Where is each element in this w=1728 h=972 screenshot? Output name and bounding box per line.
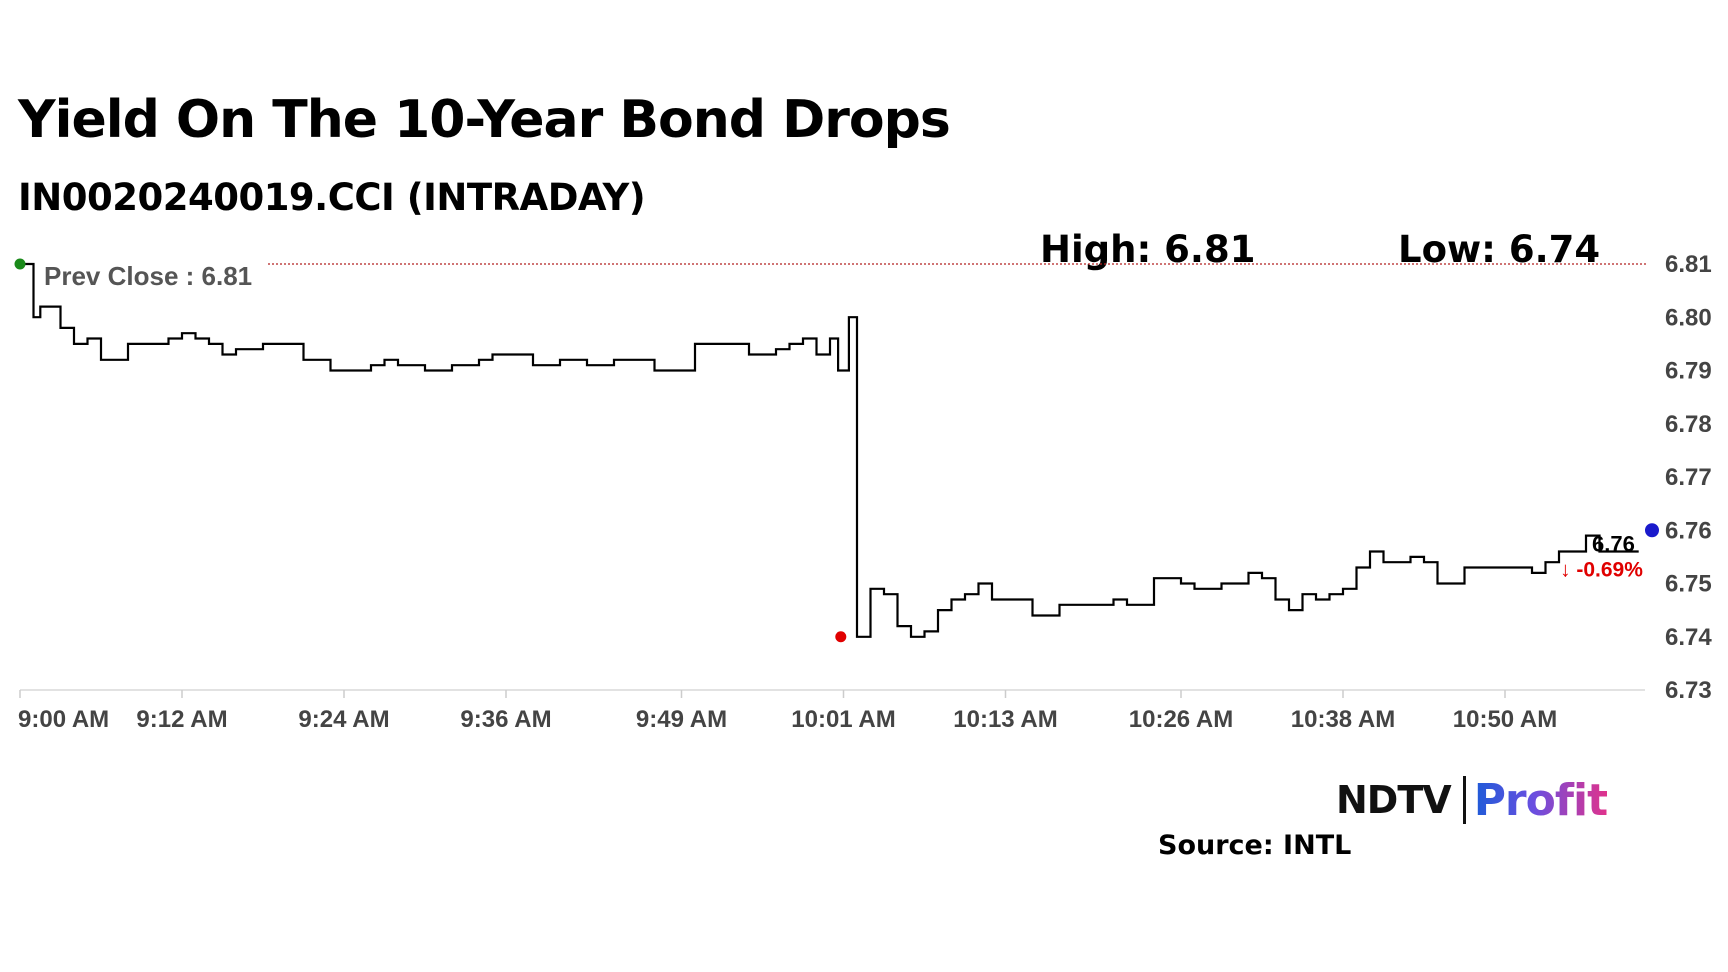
logo-divider bbox=[1462, 776, 1466, 824]
profit-wordmark: Profit bbox=[1473, 774, 1608, 826]
y-tick-label: 6.78 bbox=[1665, 411, 1712, 438]
source-note: Source: INTL bbox=[1158, 830, 1352, 861]
y-tick-label: 6.76 bbox=[1665, 517, 1712, 544]
y-tick-label: 6.79 bbox=[1665, 358, 1712, 385]
x-tick-label: 9:12 AM bbox=[136, 706, 227, 733]
prev-close-label: Prev Close : 6.81 bbox=[44, 261, 252, 291]
high-value: High: 6.81 bbox=[1040, 228, 1256, 271]
y-tick-label: 6.75 bbox=[1665, 571, 1712, 598]
x-tick-label: 10:01 AM bbox=[791, 706, 895, 733]
x-tick-label: 9:00 AM bbox=[18, 706, 109, 733]
y-axis-ticks: 6.81 6.80 6.79 6.78 6.77 6.76 6.75 6.74 6.73 bbox=[1665, 251, 1712, 704]
x-axis-ticks: 9:00 AM 9:12 AM 9:24 AM 9:36 AM 9:49 AM 10:01… bbox=[18, 690, 1557, 733]
x-tick-label: 10:13 AM bbox=[953, 706, 1057, 733]
x-tick-label: 9:49 AM bbox=[636, 706, 727, 733]
open-point-marker bbox=[14, 258, 26, 270]
low-value: Low: 6.74 bbox=[1398, 228, 1601, 271]
yield-series-line bbox=[20, 262, 1639, 638]
chart-subtitle: IN0020240019.CCI (INTRADAY) bbox=[18, 176, 646, 219]
chart-title: Yield On The 10-Year Bond Drops bbox=[18, 90, 951, 150]
day-low-marker bbox=[835, 631, 847, 643]
last-value-label: 6.76 bbox=[1592, 531, 1635, 556]
x-tick-label: 10:50 AM bbox=[1453, 706, 1557, 733]
x-tick-label: 10:26 AM bbox=[1129, 706, 1233, 733]
y-tick-label: 6.73 bbox=[1665, 677, 1712, 704]
y-tick-label: 6.80 bbox=[1665, 304, 1712, 331]
prev-close-label-bg bbox=[36, 260, 264, 292]
last-change-label: ↓ -0.69% bbox=[1560, 558, 1643, 581]
x-tick-label: 9:24 AM bbox=[298, 706, 389, 733]
ndtv-wordmark: NDTV bbox=[1336, 778, 1452, 822]
ndtv-profit-logo: NDTV Profit bbox=[1336, 772, 1608, 828]
y-tick-label: 6.81 bbox=[1665, 251, 1712, 278]
y-tick-label: 6.77 bbox=[1665, 464, 1712, 491]
last-price-marker bbox=[1645, 523, 1659, 538]
y-tick-label: 6.74 bbox=[1665, 624, 1712, 651]
x-tick-label: 10:38 AM bbox=[1291, 706, 1395, 733]
x-tick-label: 9:36 AM bbox=[460, 706, 551, 733]
